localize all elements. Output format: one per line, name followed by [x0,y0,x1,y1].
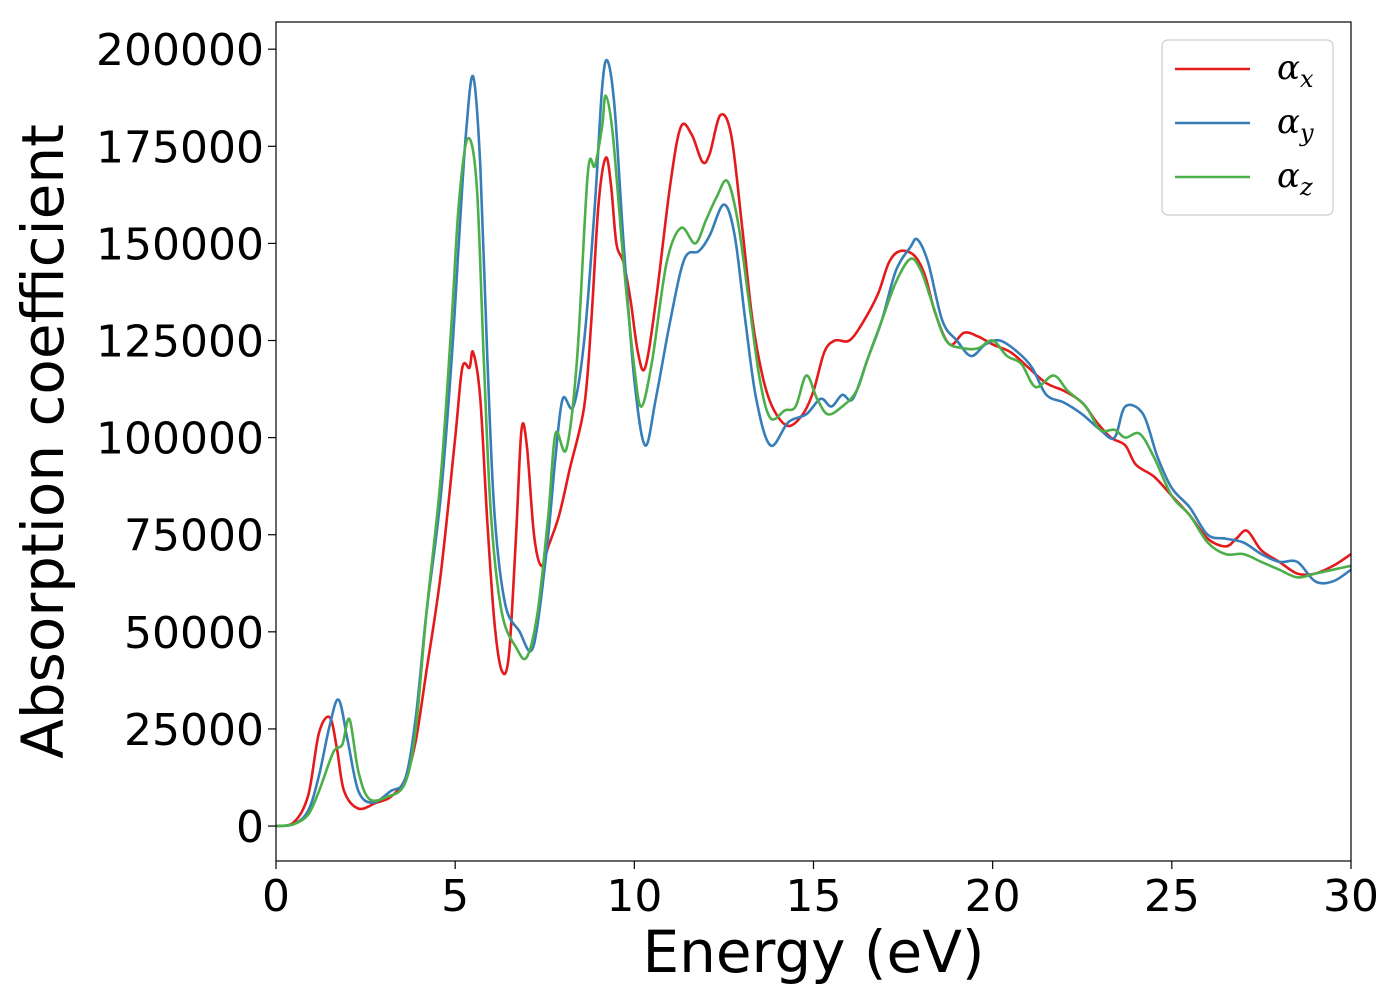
legend-label-base: α [1277,102,1300,142]
legend-label-subscript: z [1299,173,1313,201]
series-line-1 [275,113,1352,828]
legend-label-base: α [1277,48,1300,88]
legend-label-subscript: y [1299,119,1314,147]
x-tick-label: 25 [1144,871,1200,922]
x-tick-label: 15 [786,871,842,922]
y-tick-label: 50000 [124,608,264,659]
legend-label-3: αz [1277,156,1313,201]
y-tick-label: 150000 [96,219,264,270]
y-tick-label: 175000 [96,122,264,173]
legend-label-1: αx [1277,48,1314,93]
y-axis-title: Absorption coefficient [9,124,77,759]
y-tick-label: 125000 [96,317,264,368]
x-tick-label: 30 [1323,871,1379,922]
y-tick-label: 0 [236,802,264,853]
ticks-layer: 0 5 10 15 20 25 30 0 25000 50000 75000 100000 125000… [96,25,1379,922]
legend-label-subscript: x [1300,65,1314,93]
x-tick-label: 0 [262,871,290,922]
legend-label-base: α [1277,156,1300,196]
y-tick-label: 200000 [96,25,264,76]
y-tick-label: 75000 [124,511,264,562]
x-tick-label: 20 [965,871,1021,922]
x-tick-label: 10 [606,871,662,922]
series-line-3 [275,94,1352,828]
x-axis-title: Energy (eV) [642,918,984,986]
legend-label-2: αy [1277,102,1314,147]
y-tick-label: 100000 [96,414,264,465]
legend-box [1161,39,1334,216]
x-tick-label: 5 [441,871,469,922]
series-layer [275,58,1352,828]
y-tick-label: 25000 [124,705,264,756]
